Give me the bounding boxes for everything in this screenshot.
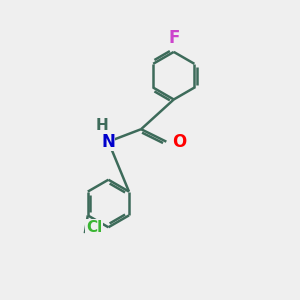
Text: F: F [168,29,179,47]
Text: Cl: Cl [86,220,102,235]
Text: H: H [95,118,108,134]
Text: N: N [101,133,115,151]
Text: O: O [172,133,186,151]
